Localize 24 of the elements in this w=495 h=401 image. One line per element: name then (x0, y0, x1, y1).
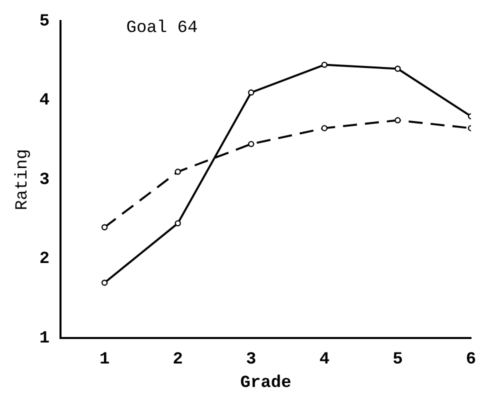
x-tick-label: 6 (466, 350, 476, 370)
y-tick-label: 4 (39, 92, 50, 111)
point (174, 168, 181, 175)
y-tick-label: 5 (39, 12, 50, 32)
point (394, 117, 401, 124)
chart-title: Goal 64 (126, 19, 198, 38)
point (101, 224, 108, 230)
x-axis-title: Grade (240, 374, 292, 394)
point (101, 280, 108, 286)
point (248, 140, 254, 148)
point (394, 66, 401, 72)
y-tick-label: 3 (39, 170, 50, 190)
y-axis-title: Rating (14, 149, 33, 210)
point (321, 62, 328, 68)
x-tick-label: 2 (172, 350, 183, 370)
point (174, 220, 181, 226)
x-tick-label: 1 (99, 350, 110, 370)
x-tick-label: 5 (392, 350, 403, 370)
x-tick-label: 3 (246, 350, 256, 370)
x-tick-label: 4 (319, 350, 330, 370)
y-tick-label: 1 (39, 329, 50, 348)
y-tick-label: 2 (39, 250, 50, 270)
point (248, 89, 254, 96)
point (321, 125, 328, 132)
